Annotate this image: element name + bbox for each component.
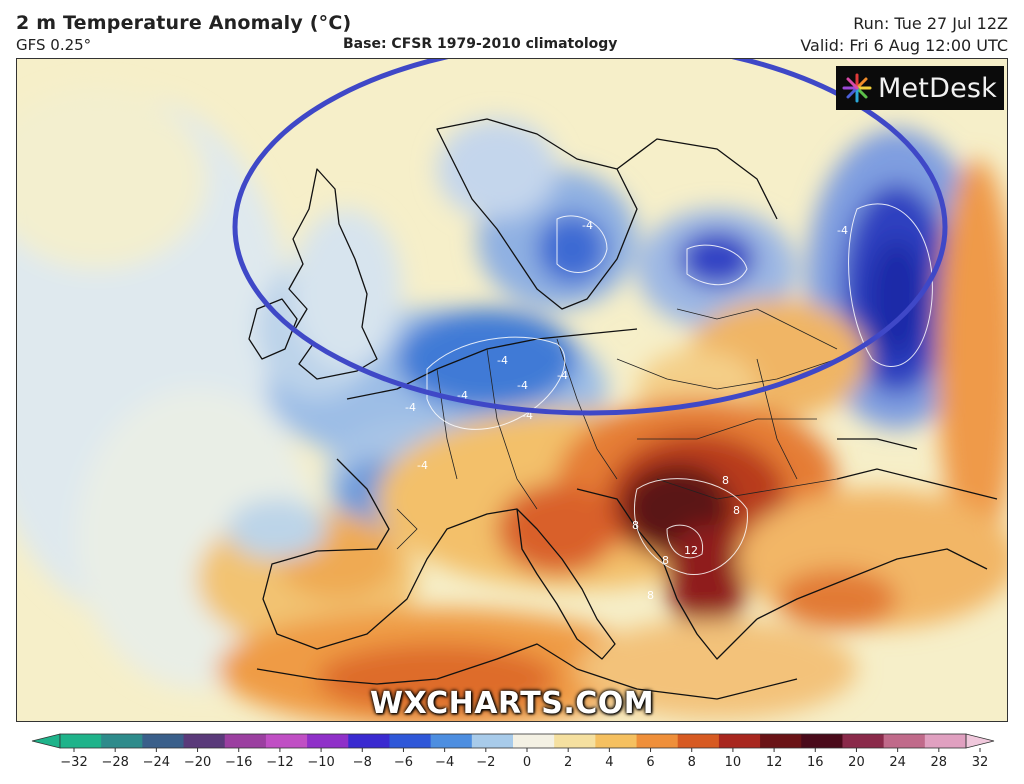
- colorbar-segment: [348, 734, 390, 748]
- colorbar-segment: [101, 734, 143, 748]
- colorbar-segment: [513, 734, 555, 748]
- colorbar-segment: [718, 734, 761, 748]
- colorbar-tick-label: 20: [848, 755, 865, 770]
- colorbar-tick-label: −10: [307, 755, 334, 770]
- contour-label: -4: [837, 224, 848, 237]
- metdesk-logo: MetDesk: [836, 66, 1004, 110]
- colorbar-tick-label: −28: [101, 755, 128, 770]
- colorbar-tick-label: −32: [60, 755, 87, 770]
- contour-label: 8: [733, 504, 740, 517]
- colorbar-min-arrow: [31, 733, 61, 749]
- colorbar: −32 −28 −24 −20 −16 −12 −10 −8 −6 −4 −2 0 2 4 6 8 10 12 16…: [0, 724, 1024, 784]
- colorbar-tick-label: −24: [143, 755, 170, 770]
- highlight-ellipse: [232, 59, 948, 416]
- colorbar-segment: [471, 734, 514, 748]
- base-climatology-label: Base: CFSR 1979-2010 climatology: [343, 36, 618, 52]
- colorbar-tick-label: 28: [931, 755, 948, 770]
- colorbar-segment: [60, 734, 102, 748]
- colorbar-segment: [307, 734, 349, 748]
- colorbar-tick-label: −20: [184, 755, 211, 770]
- colorbar-segment: [430, 734, 473, 748]
- colorbar-tick-label: −16: [225, 755, 252, 770]
- contour-lines: [426, 203, 933, 576]
- colorbar-tick-label: 16: [807, 755, 824, 770]
- valid-time-label: Valid: Fri 6 Aug 12:00 UTC: [800, 36, 1008, 55]
- colorbar-segment: [883, 734, 926, 748]
- colorbar-outline: [59, 733, 967, 749]
- contour-label: 8: [722, 474, 729, 487]
- metdesk-burst-icon: [842, 73, 872, 103]
- metdesk-logo-text: MetDesk: [878, 72, 997, 104]
- anomaly-field: [17, 89, 1007, 721]
- contour-label: 8: [647, 589, 654, 602]
- country-borders: [396, 308, 838, 550]
- colorbar-segment: [760, 734, 802, 748]
- colorbar-segment: [677, 734, 720, 748]
- colorbar-tick-label: −8: [353, 755, 372, 770]
- colorbar-segment: [801, 734, 843, 748]
- colorbar-tick-label: −2: [476, 755, 495, 770]
- contour-label: -4: [417, 459, 428, 472]
- colorbar-tick-label: 6: [646, 755, 654, 770]
- contour-label: 12: [684, 544, 698, 557]
- contour-label: 8: [632, 519, 639, 532]
- model-label: GFS 0.25°: [16, 36, 92, 54]
- colorbar-segment: [554, 734, 596, 748]
- colorbar-tick-label: 10: [725, 755, 742, 770]
- colorbar-tick-label: 12: [766, 755, 783, 770]
- contour-label: -4: [497, 354, 508, 367]
- colorbar-tick-label: −4: [435, 755, 454, 770]
- contour-label: -4: [582, 219, 593, 232]
- colorbar-tick-label: 8: [688, 755, 696, 770]
- colorbar-segment: [389, 734, 432, 748]
- colorbar-segment: [924, 734, 967, 748]
- colorbar-segment: [183, 734, 226, 748]
- colorbar-segment: [224, 734, 267, 748]
- colorbar-tick-label: −6: [394, 755, 413, 770]
- contour-label: -4: [405, 401, 416, 414]
- contour-label: -4: [557, 369, 568, 382]
- colorbar-max-arrow: [965, 733, 995, 749]
- colorbar-segment: [842, 734, 885, 748]
- colorbar-tick-label: 24: [889, 755, 906, 770]
- colorbar-tick-label: 0: [523, 755, 531, 770]
- run-time-label: Run: Tue 27 Jul 12Z: [853, 14, 1008, 33]
- contour-label: 8: [662, 554, 669, 567]
- temperature-anomaly-map[interactable]: -4 -4 -4 -4 -4 -4 -4 -4 -4 8 8 8 12 8 8: [16, 58, 1008, 722]
- contour-label: -4: [522, 409, 533, 422]
- colorbar-tick-label: 2: [564, 755, 572, 770]
- contour-label: -4: [457, 389, 468, 402]
- coastlines: [248, 118, 998, 700]
- chart-title: 2 m Temperature Anomaly (°C): [16, 12, 352, 34]
- colorbar-tick-label: −12: [266, 755, 293, 770]
- colorbar-tick-label: 4: [605, 755, 613, 770]
- colorbar-tick-label: 32: [972, 755, 989, 770]
- wxcharts-watermark: WXCHARTS.COM: [370, 686, 655, 721]
- colorbar-segment: [265, 734, 308, 748]
- colorbar-segment: [636, 734, 679, 748]
- contour-label: -4: [517, 379, 528, 392]
- contour-label-group: -4 -4 -4 -4 -4 -4 -4 -4 -4 8 8 8 12 8 8: [405, 219, 848, 602]
- colorbar-segment: [142, 734, 185, 748]
- colorbar-segment: [595, 734, 638, 748]
